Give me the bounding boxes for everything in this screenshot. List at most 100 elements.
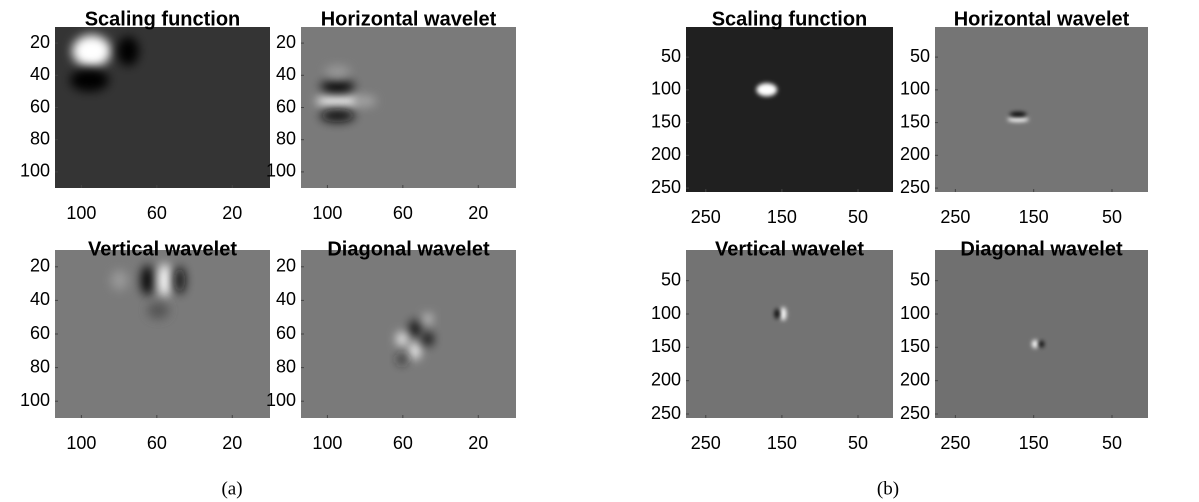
y-tick-label: 100 — [651, 79, 681, 99]
x-tick-label: 20 — [468, 203, 488, 223]
image-blob — [423, 313, 433, 324]
image-blob — [780, 307, 787, 321]
image-blob — [354, 96, 377, 106]
image-blob — [1007, 116, 1029, 122]
x-tick-label: 50 — [1102, 433, 1122, 453]
y-tick-label: 20 — [30, 32, 50, 52]
x-tick-label: 100 — [312, 203, 342, 223]
image-blob — [72, 35, 111, 68]
caption: (a) — [221, 478, 242, 499]
image — [110, 263, 186, 319]
y-tick-label: 100 — [20, 390, 50, 410]
caption: (b) — [877, 478, 899, 499]
y-tick-label: 80 — [30, 356, 50, 376]
y-tick-label: 150 — [900, 111, 930, 131]
x-tick-label: 250 — [940, 433, 970, 453]
panel-title: Diagonal wavelet — [960, 238, 1123, 260]
panel: Vertical wavelet 20 40 60 80 100 100 60 20 — [20, 238, 270, 453]
panel-title: Horizontal wavelet — [321, 8, 497, 30]
y-tick-label: 100 — [266, 161, 296, 181]
image-blob — [158, 263, 172, 298]
panel: Scaling function 50 100 150 200 250 250 150 50 — [651, 8, 893, 227]
x-tick-label: 100 — [312, 433, 342, 453]
panel-title: Vertical wavelet — [88, 238, 237, 260]
y-tick-label: 80 — [30, 128, 50, 148]
x-tick-label: 50 — [848, 207, 868, 227]
x-tick-label: 20 — [468, 433, 488, 453]
image — [396, 313, 434, 365]
y-tick-label: 40 — [276, 64, 296, 84]
image-blob — [141, 265, 154, 296]
panel-title: Horizontal wavelet — [954, 8, 1130, 30]
image-blob — [422, 332, 434, 346]
x-tick-label: 250 — [691, 433, 721, 453]
y-tick-label: 200 — [900, 144, 930, 164]
image-blob — [117, 36, 139, 66]
y-tick-label: 40 — [276, 289, 296, 309]
y-tick-label: 200 — [651, 369, 681, 389]
x-tick-label: 150 — [1019, 433, 1049, 453]
y-tick-label: 20 — [276, 32, 296, 52]
image-background — [301, 250, 516, 418]
panel: Scaling function 20 40 60 80 100 100 60 20 — [20, 8, 270, 223]
image-blob — [756, 83, 778, 97]
y-tick-label: 80 — [276, 356, 296, 376]
y-tick-label: 200 — [900, 369, 930, 389]
image-background — [935, 27, 1148, 192]
panel: Horizontal wavelet 50 100 150 200 250 250 150 50 — [900, 8, 1148, 227]
y-tick-label: 20 — [276, 256, 296, 276]
y-tick-label: 100 — [900, 79, 930, 99]
image-background — [686, 250, 893, 418]
y-tick-label: 50 — [661, 269, 681, 289]
x-tick-label: 150 — [1019, 207, 1049, 227]
y-tick-label: 60 — [30, 96, 50, 116]
image — [1007, 111, 1029, 122]
image — [70, 35, 139, 92]
panel: Vertical wavelet 50 100 150 200 250 250 150 50 — [651, 238, 893, 453]
y-tick-label: 150 — [900, 336, 930, 356]
y-tick-label: 100 — [651, 303, 681, 323]
y-tick-label: 60 — [30, 323, 50, 343]
x-tick-label: 20 — [222, 203, 242, 223]
image — [774, 307, 787, 321]
y-tick-label: 250 — [900, 177, 930, 197]
image-blob — [320, 109, 355, 122]
x-tick-label: 100 — [66, 433, 96, 453]
y-tick-label: 50 — [910, 46, 930, 66]
x-tick-label: 60 — [393, 203, 413, 223]
y-tick-label: 50 — [910, 269, 930, 289]
y-tick-label: 60 — [276, 323, 296, 343]
y-tick-label: 250 — [651, 177, 681, 197]
image-background — [686, 27, 893, 192]
x-tick-label: 50 — [1102, 207, 1122, 227]
image-blob — [396, 332, 408, 346]
panel-title: Vertical wavelet — [715, 238, 864, 260]
image-blob — [409, 320, 421, 338]
image-blob — [316, 95, 360, 107]
x-tick-label: 100 — [66, 203, 96, 223]
image — [756, 83, 778, 97]
y-tick-label: 150 — [651, 336, 681, 356]
y-tick-label: 80 — [276, 128, 296, 148]
x-tick-label: 150 — [767, 433, 797, 453]
y-tick-label: 50 — [661, 46, 681, 66]
y-tick-label: 60 — [276, 96, 296, 116]
image-blob — [1038, 340, 1045, 348]
image-background — [935, 250, 1148, 418]
y-tick-label: 20 — [30, 256, 50, 276]
image-blob — [1031, 339, 1039, 349]
image-blob — [409, 342, 421, 360]
y-tick-label: 100 — [20, 161, 50, 181]
image-blob — [70, 68, 109, 92]
panel-title: Scaling function — [85, 8, 241, 30]
panel-title: Scaling function — [712, 8, 868, 30]
image-blob — [397, 354, 407, 365]
y-tick-label: 200 — [651, 144, 681, 164]
x-tick-label: 60 — [147, 203, 167, 223]
image-blob — [774, 308, 780, 319]
image — [316, 65, 377, 122]
image-background — [301, 27, 516, 188]
x-tick-label: 250 — [940, 207, 970, 227]
y-tick-label: 100 — [900, 303, 930, 323]
